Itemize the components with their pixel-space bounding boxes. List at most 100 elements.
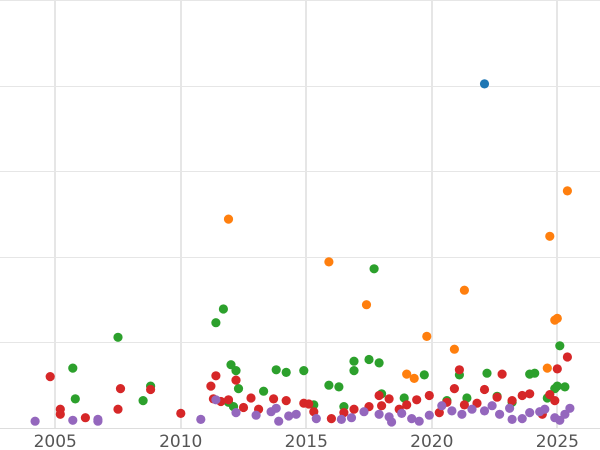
data-point	[68, 415, 78, 425]
data-point	[507, 396, 517, 406]
data-point	[259, 386, 269, 396]
data-point	[269, 394, 279, 404]
data-point	[437, 401, 447, 411]
data-point	[346, 413, 357, 423]
data-point	[565, 403, 575, 413]
data-point	[196, 414, 206, 424]
data-point	[525, 408, 535, 418]
data-point	[30, 416, 40, 426]
data-point	[459, 400, 469, 410]
data-point	[562, 186, 573, 196]
data-point	[304, 399, 314, 409]
data-point	[467, 404, 477, 414]
data-point	[349, 366, 359, 376]
data-point	[231, 408, 241, 418]
data-point	[479, 406, 490, 416]
data-point	[424, 390, 434, 401]
data-point	[419, 370, 429, 380]
data-point	[479, 384, 490, 395]
data-point	[45, 372, 55, 382]
x-axis-ticks: 2005 2010 2015 2020 2025	[34, 432, 579, 450]
data-point	[462, 393, 472, 403]
data-point	[422, 331, 432, 341]
data-point	[334, 382, 344, 392]
data-point	[409, 373, 419, 383]
data-point	[349, 356, 359, 366]
data-point	[374, 390, 384, 401]
data-point	[364, 354, 374, 365]
data-point	[479, 79, 490, 89]
data-point	[402, 400, 412, 410]
data-point	[68, 363, 78, 373]
data-point	[377, 401, 387, 411]
data-point	[497, 369, 507, 379]
data-point	[70, 394, 80, 404]
data-point	[309, 407, 319, 417]
data-point	[299, 366, 309, 376]
data-point	[517, 414, 527, 424]
data-points	[30, 79, 575, 427]
data-point	[530, 368, 540, 378]
x-tick-label: 2020	[410, 432, 453, 450]
data-point	[542, 363, 552, 373]
data-point	[271, 403, 281, 413]
data-point	[211, 318, 221, 328]
data-point	[246, 393, 256, 403]
data-point	[562, 352, 573, 362]
data-point	[552, 364, 562, 374]
data-point	[447, 406, 457, 416]
grid	[0, 0, 600, 429]
data-point	[384, 394, 394, 404]
data-point	[517, 390, 527, 401]
data-point	[407, 414, 417, 424]
data-point	[374, 358, 384, 368]
data-point	[211, 395, 221, 405]
data-point	[374, 409, 384, 419]
data-point	[291, 409, 301, 419]
data-point	[540, 404, 550, 414]
x-tick-label: 2005	[34, 432, 77, 450]
data-point	[555, 341, 565, 351]
data-point	[359, 407, 369, 417]
data-point	[113, 404, 123, 414]
data-point	[284, 411, 294, 421]
data-point	[218, 304, 228, 314]
data-point	[271, 365, 281, 375]
data-point	[434, 408, 444, 418]
data-point	[487, 401, 497, 411]
data-point	[397, 408, 407, 418]
data-point	[115, 384, 126, 394]
data-point	[324, 257, 334, 267]
data-point	[449, 384, 459, 394]
x-tick-label: 2015	[285, 432, 328, 450]
x-tick-label: 2010	[159, 432, 202, 450]
data-point	[311, 414, 321, 424]
data-point	[176, 408, 186, 418]
data-point	[495, 409, 505, 419]
data-point	[399, 393, 409, 403]
data-point	[146, 384, 156, 395]
data-point	[55, 409, 65, 419]
data-point	[223, 214, 234, 224]
data-point	[482, 368, 492, 378]
data-point	[412, 395, 422, 405]
data-point	[223, 395, 234, 405]
data-point	[324, 380, 334, 390]
data-point	[231, 375, 241, 385]
data-point	[560, 382, 570, 392]
data-point	[113, 332, 123, 342]
data-point	[274, 416, 284, 426]
x-tick-label: 2025	[536, 432, 579, 450]
data-point	[361, 300, 372, 310]
data-point	[552, 381, 562, 391]
data-point	[552, 313, 562, 323]
data-point	[457, 409, 467, 419]
data-point	[402, 369, 412, 379]
data-point	[80, 413, 90, 423]
data-point	[326, 414, 336, 424]
data-point	[206, 381, 216, 391]
data-point	[138, 396, 148, 406]
data-point	[424, 410, 434, 420]
data-point	[349, 404, 359, 414]
